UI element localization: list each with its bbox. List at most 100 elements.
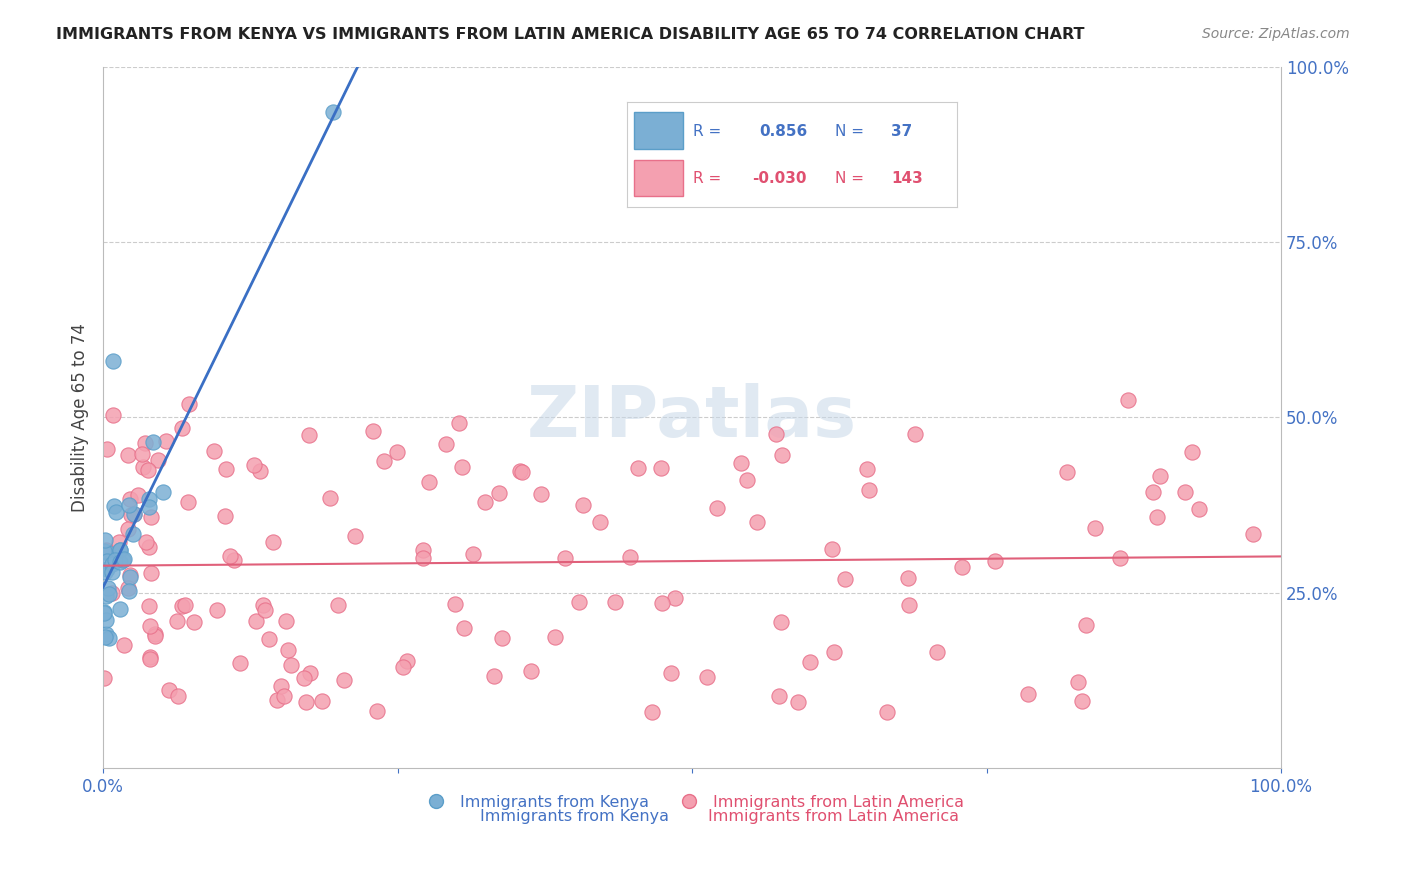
Point	[1174, 485, 1197, 500]
Point	[747, 515, 769, 529]
Point	[510, 465, 533, 479]
Point	[474, 495, 496, 509]
Point	[292, 672, 315, 686]
Point	[93, 533, 115, 547]
Point	[100, 565, 122, 579]
Point	[183, 615, 205, 630]
Point	[120, 508, 142, 522]
Point	[120, 491, 142, 506]
Point	[984, 554, 1007, 568]
Point	[170, 421, 193, 435]
Point	[1241, 526, 1264, 541]
Point	[799, 655, 821, 669]
Point	[166, 615, 188, 629]
Point	[295, 695, 318, 709]
Point	[121, 526, 143, 541]
Point	[262, 535, 284, 549]
Point	[112, 638, 135, 652]
Point	[174, 598, 197, 612]
Point	[157, 683, 180, 698]
Point	[332, 673, 354, 687]
Point	[98, 587, 121, 601]
Point	[589, 515, 612, 529]
Point	[134, 436, 156, 450]
Text: Immigrants from Kenya: Immigrants from Kenya	[479, 810, 669, 824]
Point	[1146, 509, 1168, 524]
Point	[274, 614, 297, 628]
Point	[96, 442, 118, 456]
Point	[488, 486, 510, 500]
Point	[101, 354, 124, 368]
Point	[127, 488, 149, 502]
Point	[138, 500, 160, 515]
Point	[139, 652, 162, 666]
Point	[520, 664, 543, 678]
Point	[1074, 617, 1097, 632]
Point	[823, 645, 845, 659]
Point	[108, 601, 131, 615]
Point	[544, 631, 567, 645]
Point	[101, 586, 124, 600]
Point	[373, 454, 395, 468]
Point	[93, 543, 115, 558]
Point	[94, 589, 117, 603]
Point	[447, 416, 470, 430]
Point	[222, 553, 245, 567]
Point	[136, 463, 159, 477]
Point	[122, 507, 145, 521]
Point	[1071, 694, 1094, 708]
Point	[104, 553, 127, 567]
Point	[950, 560, 973, 574]
Point	[344, 529, 367, 543]
Point	[166, 690, 188, 704]
Point	[218, 549, 240, 563]
Point	[318, 491, 340, 505]
Point	[361, 424, 384, 438]
Point	[152, 485, 174, 500]
Point	[444, 598, 467, 612]
Point	[787, 695, 810, 709]
Point	[139, 649, 162, 664]
Point	[94, 613, 117, 627]
Point	[97, 632, 120, 646]
Text: IMMIGRANTS FROM KENYA VS IMMIGRANTS FROM LATIN AMERICA DISABILITY AGE 65 TO 74 C: IMMIGRANTS FROM KENYA VS IMMIGRANTS FROM…	[56, 27, 1085, 42]
Point	[148, 453, 170, 467]
Point	[568, 594, 591, 608]
Point	[1084, 521, 1107, 535]
Point	[1056, 465, 1078, 479]
Point	[298, 666, 321, 681]
Point	[108, 534, 131, 549]
Point	[395, 654, 418, 668]
Point	[904, 427, 927, 442]
Point	[571, 499, 593, 513]
Point	[257, 632, 280, 647]
Point	[245, 614, 267, 628]
Point	[463, 548, 485, 562]
Point	[641, 705, 664, 719]
Point	[96, 562, 118, 576]
Point	[858, 483, 880, 497]
Point	[100, 558, 122, 572]
Point	[141, 566, 163, 580]
Point	[1109, 551, 1132, 566]
Point	[491, 631, 513, 645]
Point	[273, 689, 295, 703]
Point	[132, 460, 155, 475]
Point	[93, 606, 115, 620]
Point	[97, 581, 120, 595]
Point	[898, 598, 921, 612]
Point	[118, 567, 141, 582]
Point	[117, 448, 139, 462]
Point	[412, 551, 434, 566]
Point	[179, 397, 201, 411]
Point	[392, 659, 415, 673]
Point	[118, 584, 141, 599]
Point	[651, 596, 673, 610]
Point	[856, 462, 879, 476]
Point	[94, 626, 117, 640]
Point	[706, 500, 728, 515]
Text: Immigrants from Latin America: Immigrants from Latin America	[707, 810, 959, 824]
Point	[138, 599, 160, 614]
Point	[254, 603, 277, 617]
Point	[243, 458, 266, 473]
